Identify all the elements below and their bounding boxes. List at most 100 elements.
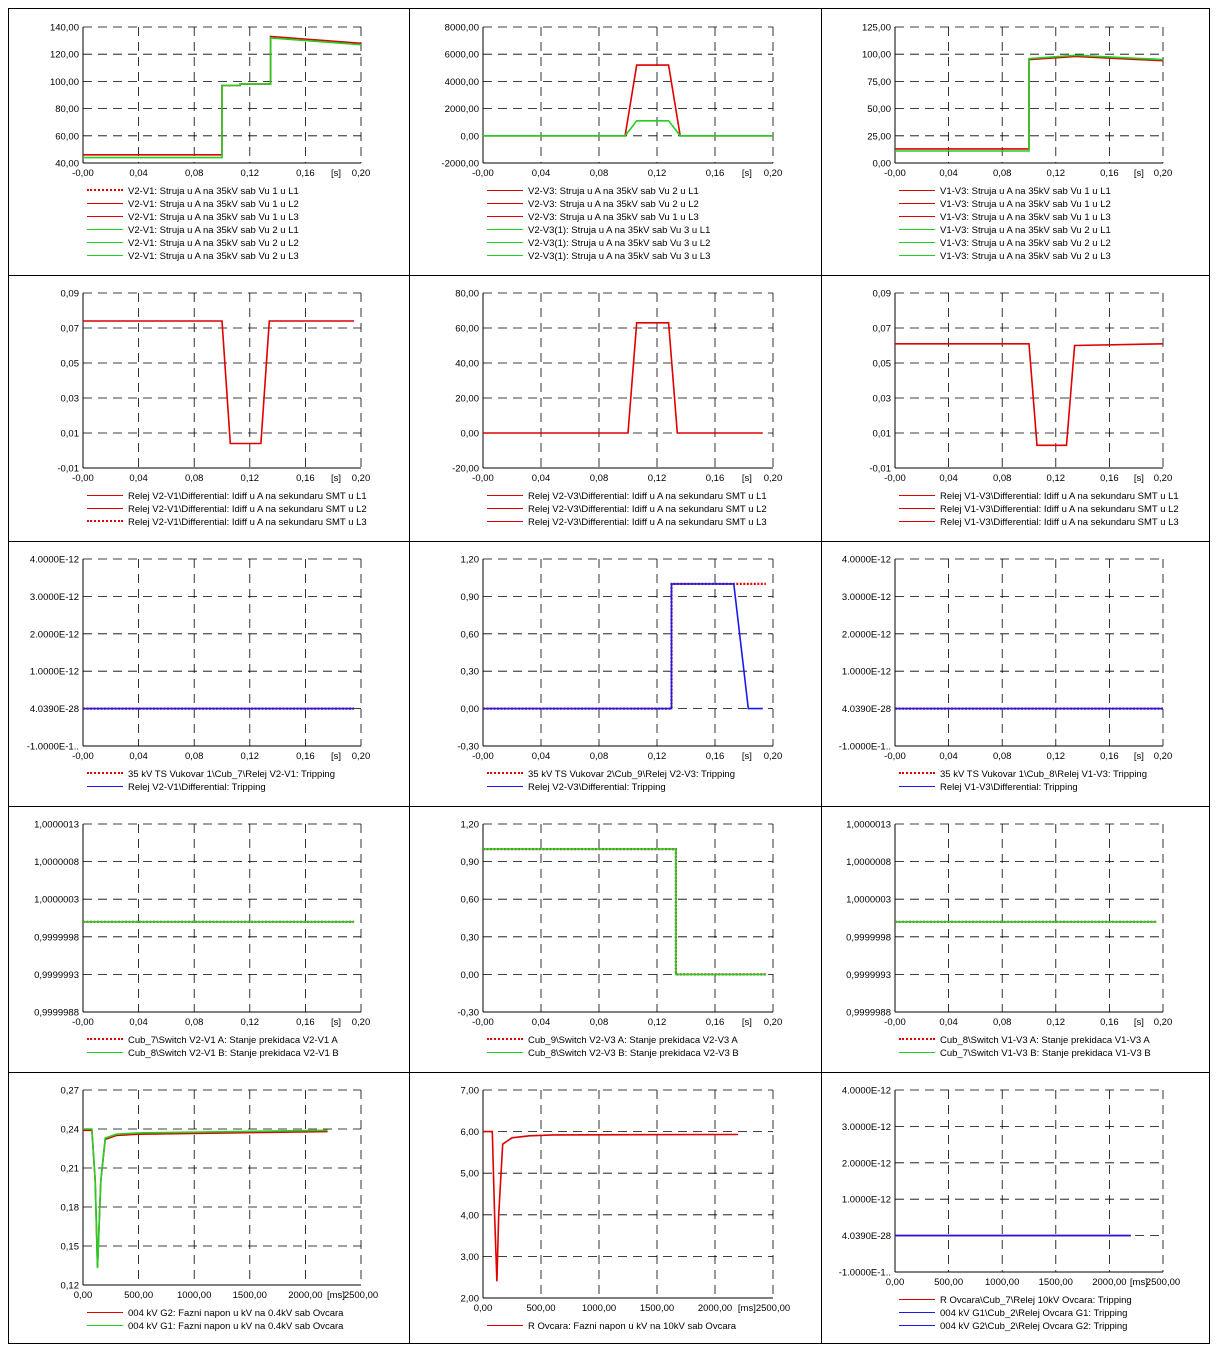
x-tick-label: 0,20 bbox=[1154, 473, 1173, 484]
x-tick-label: 500,00 bbox=[934, 1277, 963, 1288]
series-line-red bbox=[483, 847, 766, 976]
x-tick-label: 2500,00 bbox=[1146, 1277, 1180, 1288]
y-tick-label: 25,00 bbox=[867, 131, 891, 142]
legend-label: Relej V2-V1\Differential: Idiff u A na s… bbox=[128, 504, 367, 515]
legend-label: V1-V3: Struja u A na 35kV sab Vu 2 u L3 bbox=[940, 251, 1111, 262]
chart-svg: -2000,00 0,00 2000,00 4000,00 6000,00 8000,00… bbox=[441, 23, 783, 180]
y-tick-label: 75,00 bbox=[867, 77, 891, 88]
y-tick-label: -1.0000E-1.. bbox=[839, 1268, 891, 1279]
x-tick-label: 0,12 bbox=[648, 1017, 667, 1028]
series-line-red bbox=[483, 64, 773, 137]
legend-label: Relej V2-V1\Differential: Idiff u A na s… bbox=[128, 517, 367, 528]
x-tick-label: 0,04 bbox=[532, 168, 551, 179]
legend-label: V2-V1: Struja u A na 35kV sab Vu 2 u L3 bbox=[128, 251, 299, 262]
legend-swatch bbox=[487, 202, 523, 204]
y-tick-label: 6,00 bbox=[461, 1127, 480, 1138]
legend-label: Relej V1-V3\Differential: Tripping bbox=[940, 782, 1078, 793]
series-line-red bbox=[83, 320, 355, 445]
legend-swatch bbox=[487, 1324, 523, 1326]
legend-item: V2-V1: Struja u A na 35kV sab Vu 2 u L2 bbox=[87, 237, 299, 250]
chart-legend: V2-V3: Struja u A na 35kV sab Vu 2 u L1 V… bbox=[487, 185, 710, 263]
x-tick-label: 0,16 bbox=[706, 751, 725, 762]
chart-legend: 35 kV TS Vukovar 2\Cub_9\Relej V2-V3: Tr… bbox=[487, 768, 735, 794]
legend-item: V2-V3(1): Struja u A na 35kV sab Vu 3 u … bbox=[487, 250, 710, 263]
y-tick-label: -20,00 bbox=[452, 464, 479, 475]
chart-svg: -0,30 0,00 0,30 0,60 0,90 1,20 -0,00 0,04 0,08 0,… bbox=[457, 820, 782, 1029]
y-tick-label: 0,21 bbox=[61, 1164, 80, 1175]
y-tick-label: 0,9999993 bbox=[34, 970, 79, 981]
y-tick-label: 0,15 bbox=[61, 1242, 80, 1253]
x-tick-label: 0,08 bbox=[185, 168, 204, 179]
grid-divider-vertical bbox=[821, 9, 822, 1343]
legend-item: V2-V3: Struja u A na 35kV sab Vu 2 u L1 bbox=[487, 185, 710, 198]
x-tick-label: 0,12 bbox=[1047, 473, 1066, 484]
x-unit-label: [s] bbox=[331, 473, 341, 484]
x-tick-label: 0,04 bbox=[939, 168, 958, 179]
x-unit-label: [s] bbox=[742, 1017, 752, 1028]
chart-panel-r4c2: -0,30 0,00 0,30 0,60 0,90 1,20 -0,00 0,04 0,08 0,… bbox=[409, 806, 821, 1072]
chart-panel-r4c1: 0,9999988 0,9999993 0,9999998 1,0000003 1,00… bbox=[9, 806, 409, 1072]
legend-label: Cub_7\Switch V1-V3 B: Stanje prekidaca V… bbox=[940, 1048, 1151, 1059]
legend-item: V1-V3: Struja u A na 35kV sab Vu 2 u L2 bbox=[899, 237, 1111, 250]
legend-swatch bbox=[87, 785, 123, 787]
series-line-blue bbox=[483, 583, 763, 710]
y-tick-label: -0,01 bbox=[869, 464, 891, 475]
x-unit-label: [s] bbox=[331, 168, 341, 179]
legend-swatch bbox=[487, 215, 523, 217]
grid-divider-horizontal bbox=[9, 541, 1209, 542]
y-tick-label: 0,01 bbox=[873, 429, 892, 440]
x-tick-label: 0,16 bbox=[1100, 473, 1119, 484]
x-tick-label: 0,20 bbox=[764, 473, 783, 484]
chart-legend: Cub_7\Switch V2-V1 A: Stanje prekidaca V… bbox=[87, 1034, 339, 1060]
x-tick-label: 0,04 bbox=[939, 1017, 958, 1028]
x-tick-label: 0,16 bbox=[1100, 168, 1119, 179]
x-tick-label: 2500,00 bbox=[344, 1290, 378, 1301]
x-tick-label: 0,12 bbox=[241, 751, 260, 762]
chart-svg: 0,00 25,00 50,00 75,00 100,00 125,00 -0,00 0,04… bbox=[862, 23, 1172, 180]
chart-panel-r1c1: 40,00 60,00 80,00 100,00 120,00 140,00 -0,00 0,… bbox=[9, 9, 409, 275]
x-tick-label: 0,20 bbox=[764, 168, 783, 179]
legend-swatch bbox=[899, 1038, 935, 1041]
y-tick-label: -0,30 bbox=[457, 1008, 479, 1019]
legend-item: R Ovcara: Fazni napon u kV na 10kV sab O… bbox=[487, 1320, 736, 1333]
x-tick-label: 500,00 bbox=[124, 1290, 153, 1301]
chart-panel-r3c3: -1.0000E-1.. 4.0390E-28 1.0000E-12 2.0000E-… bbox=[821, 541, 1211, 806]
legend-label: V2-V3(1): Struja u A na 35kV sab Vu 3 u … bbox=[528, 225, 711, 236]
y-tick-label: 20,00 bbox=[455, 394, 479, 405]
legend-label: V2-V1: Struja u A na 35kV sab Vu 2 u L1 bbox=[128, 225, 299, 236]
x-tick-label: -0,00 bbox=[72, 751, 94, 762]
legend-swatch bbox=[87, 254, 123, 256]
chart-legend: R Ovcara: Fazni napon u kV na 10kV sab O… bbox=[487, 1320, 736, 1333]
chart-legend: R Ovcara\Cub_7\Relej 10kV Ovcara: Trippi… bbox=[899, 1294, 1132, 1333]
legend-label: V1-V3: Struja u A na 35kV sab Vu 2 u L2 bbox=[940, 238, 1111, 249]
x-tick-label: 0,00 bbox=[74, 1290, 93, 1301]
legend-item: Cub_8\Switch V2-V1 B: Stanje prekidaca V… bbox=[87, 1047, 339, 1060]
legend-label: Relej V1-V3\Differential: Idiff u A na s… bbox=[940, 491, 1179, 502]
legend-item: R Ovcara\Cub_7\Relej 10kV Ovcara: Trippi… bbox=[899, 1294, 1132, 1307]
legend-swatch bbox=[899, 215, 935, 217]
series-line-red bbox=[483, 582, 766, 710]
legend-item: Cub_7\Switch V2-V1 A: Stanje prekidaca V… bbox=[87, 1034, 339, 1047]
x-tick-label: 0,16 bbox=[706, 473, 725, 484]
chart-panel-r5c3: -1.0000E-1.. 4.0390E-28 1.0000E-12 2.0000E-… bbox=[821, 1072, 1211, 1345]
legend-item: 35 kV TS Vukovar 1\Cub_8\Relej V1-V3: Tr… bbox=[899, 768, 1147, 781]
series-line-red bbox=[483, 1130, 739, 1282]
legend-label: V2-V1: Struja u A na 35kV sab Vu 1 u L2 bbox=[128, 199, 299, 210]
chart-legend: Relej V1-V3\Differential: Idiff u A na s… bbox=[899, 490, 1179, 529]
y-tick-label: 1.0000E-12 bbox=[842, 1195, 891, 1206]
y-tick-label: 0,00 bbox=[461, 429, 480, 440]
y-tick-label: 8000,00 bbox=[445, 23, 479, 34]
legend-item: Relej V2-V3\Differential: Idiff u A na s… bbox=[487, 516, 767, 529]
legend-swatch bbox=[899, 494, 935, 496]
x-tick-label: 0,08 bbox=[185, 751, 204, 762]
x-tick-label: 0,04 bbox=[939, 751, 958, 762]
legend-label: V2-V1: Struja u A na 35kV sab Vu 2 u L2 bbox=[128, 238, 299, 249]
legend-item: Relej V2-V3\Differential: Tripping bbox=[487, 781, 735, 794]
y-tick-label: 5,00 bbox=[461, 1169, 480, 1180]
x-tick-label: 0,08 bbox=[590, 1017, 609, 1028]
legend-item: 35 kV TS Vukovar 2\Cub_9\Relej V2-V3: Tr… bbox=[487, 768, 735, 781]
legend-label: V2-V1: Struja u A na 35kV sab Vu 1 u L1 bbox=[128, 186, 299, 197]
x-tick-label: 2000,00 bbox=[288, 1290, 322, 1301]
legend-item: V1-V3: Struja u A na 35kV sab Vu 2 u L3 bbox=[899, 250, 1111, 263]
legend-swatch bbox=[487, 1038, 523, 1041]
